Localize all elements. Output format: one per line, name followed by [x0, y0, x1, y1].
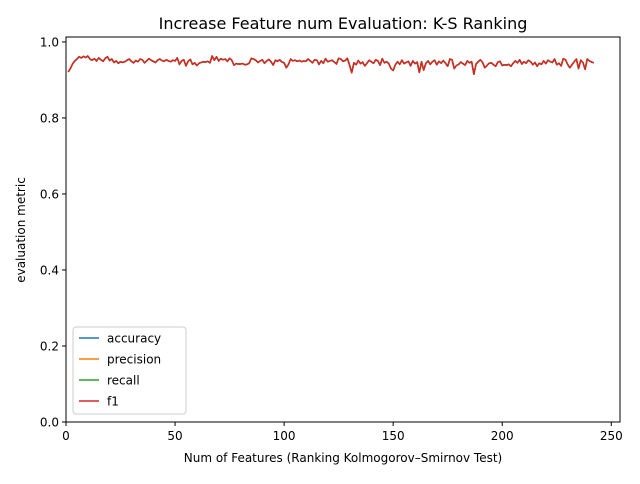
legend-label-f1: f1: [107, 395, 119, 409]
legend-label-accuracy: accuracy: [107, 332, 161, 346]
y-tick-label: 0.4: [40, 263, 59, 277]
x-tick-label: 150: [382, 429, 405, 443]
y-tick-label: 0.8: [40, 111, 59, 125]
series-line-f1: [67, 55, 595, 75]
axes-frame: [65, 36, 621, 423]
legend-label-recall: recall: [107, 374, 140, 388]
y-tick-label: 0.6: [40, 187, 59, 201]
legend-label-precision: precision: [107, 353, 161, 367]
x-tick-label: 100: [273, 429, 296, 443]
x-tick-label: 0: [62, 429, 70, 443]
legend-box: [72, 326, 187, 415]
y-tick-label: 0.0: [40, 416, 59, 430]
x-axis-label: Num of Features (Ranking Kolmogorov–Smir…: [184, 451, 503, 465]
x-tick-label: 200: [491, 429, 514, 443]
x-tick-label: 50: [167, 429, 182, 443]
x-tick-label: 250: [600, 429, 623, 443]
chart-title: Increase Feature num Evaluation: K-S Ran…: [159, 14, 528, 33]
legend: accuracy precision recall f1: [72, 326, 187, 415]
y-tick-label: 0.2: [40, 339, 59, 353]
y-tick-label: 1.0: [40, 35, 59, 49]
y-axis-label: evaluation metric: [14, 177, 28, 283]
